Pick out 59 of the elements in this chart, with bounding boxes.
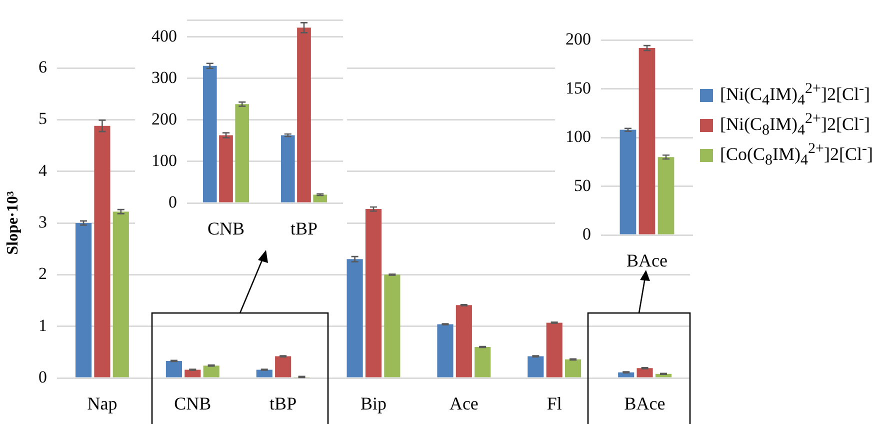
bar <box>437 324 454 378</box>
bar <box>636 368 653 378</box>
bar <box>75 223 92 378</box>
y-tick-label: 0 <box>168 192 177 212</box>
bar <box>280 135 295 202</box>
bar <box>456 305 472 378</box>
bar <box>275 356 292 378</box>
y-tick-label: 2 <box>38 264 47 284</box>
y-tick-label: 300 <box>152 68 177 87</box>
y-tick-label: 50 <box>574 176 591 195</box>
x-tick-label: CNB <box>207 218 245 239</box>
legend-label: [Ni(C$_{4}$IM)$_{4}$$^{2+}$]2[Cl$^{-}$] <box>720 80 870 111</box>
y-tick-label: 150 <box>566 78 591 98</box>
bar <box>203 366 220 378</box>
bar <box>166 360 182 378</box>
x-tick-label: Bip <box>360 394 387 414</box>
bar <box>184 370 201 378</box>
x-tick-label: CNB <box>174 394 212 414</box>
x-tick-label: Ace <box>449 394 478 414</box>
y-tick-label: 0 <box>38 367 47 386</box>
bar <box>94 126 110 378</box>
y-tick-label: 3 <box>38 212 47 232</box>
x-tick-label: tBP <box>290 218 318 239</box>
bar <box>297 28 311 202</box>
y-tick-label: 0 <box>582 224 591 244</box>
y-tick-label: 6 <box>38 57 47 76</box>
bar <box>313 194 328 202</box>
y-tick-label: 100 <box>566 127 591 146</box>
y-tick-label: 4 <box>38 160 48 180</box>
bar <box>346 259 363 378</box>
legend-label: [Ni(C$_{8}$IM)$_{4}$$^{2+}$]2[Cl$^{-}$] <box>720 110 870 141</box>
bar <box>256 370 272 378</box>
bar <box>474 347 491 378</box>
y-tick-label: 400 <box>152 26 177 46</box>
y-tick-label: 200 <box>152 109 177 128</box>
bar <box>384 274 400 378</box>
bar <box>219 135 233 202</box>
bar <box>565 359 582 378</box>
bar <box>202 66 217 202</box>
bar <box>658 157 674 234</box>
y-tick-label: 1 <box>38 316 47 335</box>
bar <box>235 104 250 202</box>
legend-label: [Co(C$_{8}$IM)$_{4}$$^{2+}$]2[Cl$^{-}$] <box>720 140 873 171</box>
bar <box>638 48 656 234</box>
bar <box>620 130 636 234</box>
x-tick-label: Fl <box>546 394 562 414</box>
bar <box>365 209 382 378</box>
x-tick-label: Nap <box>87 394 118 414</box>
y-axis-title: Slope·10³ <box>4 191 22 255</box>
bar <box>528 356 544 378</box>
x-tick-label: BAce <box>624 394 666 414</box>
x-tick-label: BAce <box>626 250 668 271</box>
x-tick-label: tBP <box>270 394 297 414</box>
y-tick-label: 100 <box>152 150 177 170</box>
bar <box>112 212 129 378</box>
bar <box>618 372 634 378</box>
bar <box>546 322 562 378</box>
y-tick-label: 200 <box>566 30 591 49</box>
y-tick-label: 5 <box>38 109 47 128</box>
